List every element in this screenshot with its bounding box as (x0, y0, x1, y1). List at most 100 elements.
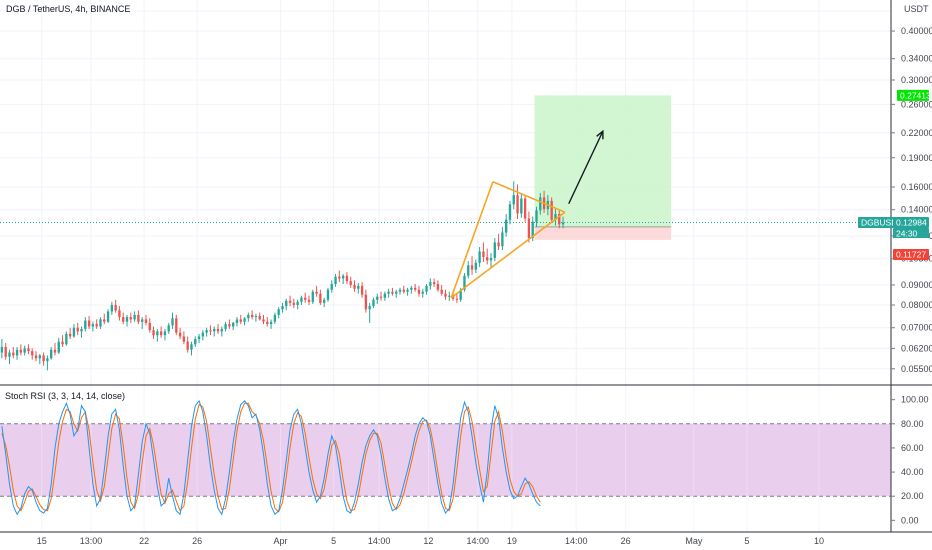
time-tick-label: 14:00 (466, 536, 489, 546)
candle (201, 330, 205, 341)
price-tag-countdown: 24:30 (893, 228, 929, 240)
candle (425, 284, 428, 295)
candle (152, 326, 155, 340)
candle-body (8, 352, 11, 357)
candle (539, 192, 542, 215)
candle-body (61, 341, 64, 345)
candle-body (554, 214, 557, 220)
candle-body (216, 328, 220, 332)
stop-zone[interactable] (534, 226, 672, 240)
price-tick-label: 0.26000 (901, 99, 932, 109)
candle-body (76, 327, 79, 332)
candle-body (209, 330, 212, 332)
candle-body (84, 320, 87, 329)
candle (87, 315, 91, 329)
target-zone[interactable] (534, 95, 672, 227)
candle-body (383, 293, 387, 298)
candle-body (106, 311, 110, 322)
arrow-line (568, 130, 604, 205)
candle (8, 349, 11, 365)
candle-body (497, 242, 500, 247)
time-tick-label: 5 (331, 536, 336, 546)
candle-body (152, 330, 155, 336)
candle-body (425, 285, 428, 292)
candle-body (429, 282, 432, 286)
time-tick-label: 19 (507, 536, 517, 546)
candle-body (273, 314, 277, 322)
price-tag-stop: 0.11727 (893, 249, 929, 261)
time-tick-label: 22 (139, 536, 149, 546)
candle (23, 345, 26, 356)
price-tick-label: 0.19000 (901, 153, 932, 163)
candle (307, 295, 311, 305)
candle (68, 327, 72, 340)
candle-body (391, 291, 394, 294)
indicator-label[interactable]: Stoch RSI (3, 3, 14, 14, close) (5, 391, 125, 401)
candle (368, 302, 371, 323)
price-tick-label: 0.09000 (901, 280, 932, 290)
candle (455, 293, 459, 303)
candle (243, 317, 246, 326)
candle-body (432, 282, 436, 285)
candle-body (486, 257, 489, 261)
candle-body (129, 317, 132, 320)
candle (125, 314, 129, 327)
time-tick-label: May (685, 536, 703, 546)
candle (254, 313, 258, 322)
candle (247, 312, 250, 322)
time-tick-label: 10 (814, 536, 824, 546)
candle (194, 336, 197, 348)
candle-body (46, 358, 49, 362)
price-tick-label: 0.05500 (901, 364, 932, 374)
candle (523, 195, 527, 222)
candle-body (421, 291, 424, 294)
candle (520, 192, 523, 218)
candle (300, 295, 303, 305)
time-tick-label: 13:00 (80, 536, 103, 546)
symbol-title[interactable]: DGB / TetherUS, 4h, BINANCE (6, 4, 130, 14)
candle-body (42, 355, 45, 362)
candle-body (194, 339, 197, 345)
candle-body (474, 262, 478, 270)
price-tick-label: 0.16000 (901, 182, 932, 192)
candle (42, 352, 45, 366)
candle-body (87, 320, 91, 327)
candle (38, 353, 41, 365)
candle (178, 327, 182, 340)
candle-body (448, 295, 451, 297)
candle-body (171, 318, 174, 326)
candle (467, 261, 470, 279)
candle (4, 342, 7, 360)
time-tick-label: 5 (744, 536, 749, 546)
candle (478, 246, 481, 268)
candle (330, 280, 333, 293)
price-tag-label: 0.11727 (896, 250, 926, 260)
rsi-axis[interactable]: 100.00 80.00 60.00 40.00 20.00 0.00 (891, 395, 929, 526)
price-axis[interactable]: 0.40000 0.34000 0.30000 0.26000 0.22000 0.190… (891, 26, 932, 374)
candle (95, 319, 98, 329)
candle (338, 270, 341, 283)
candle (99, 317, 102, 329)
rsi-band (0, 423, 891, 497)
candle (486, 248, 489, 265)
currency-label[interactable]: USDT (904, 4, 929, 14)
candle (292, 298, 296, 309)
candle (91, 321, 95, 332)
candle (159, 326, 163, 338)
candle-body (38, 355, 41, 359)
candle-body (0, 347, 4, 353)
candle-body (512, 195, 515, 205)
price-tag-entry: 0.12655 (893, 238, 929, 250)
rsi-tick-label: 20.00 (901, 491, 924, 501)
price-tag-label: 0.12655 (896, 239, 927, 249)
candle (239, 314, 242, 325)
time-axis[interactable]: 15 13:00 22 26 Apr 5 14:00 12 14:00 19 14:00 26 May 5… (37, 536, 824, 546)
candle-body (349, 281, 352, 285)
candle-body (232, 322, 235, 327)
candle (448, 291, 451, 301)
candle-body (277, 309, 280, 315)
candle (376, 293, 379, 304)
candle (345, 272, 349, 285)
candle (224, 321, 227, 332)
candle (535, 206, 538, 227)
